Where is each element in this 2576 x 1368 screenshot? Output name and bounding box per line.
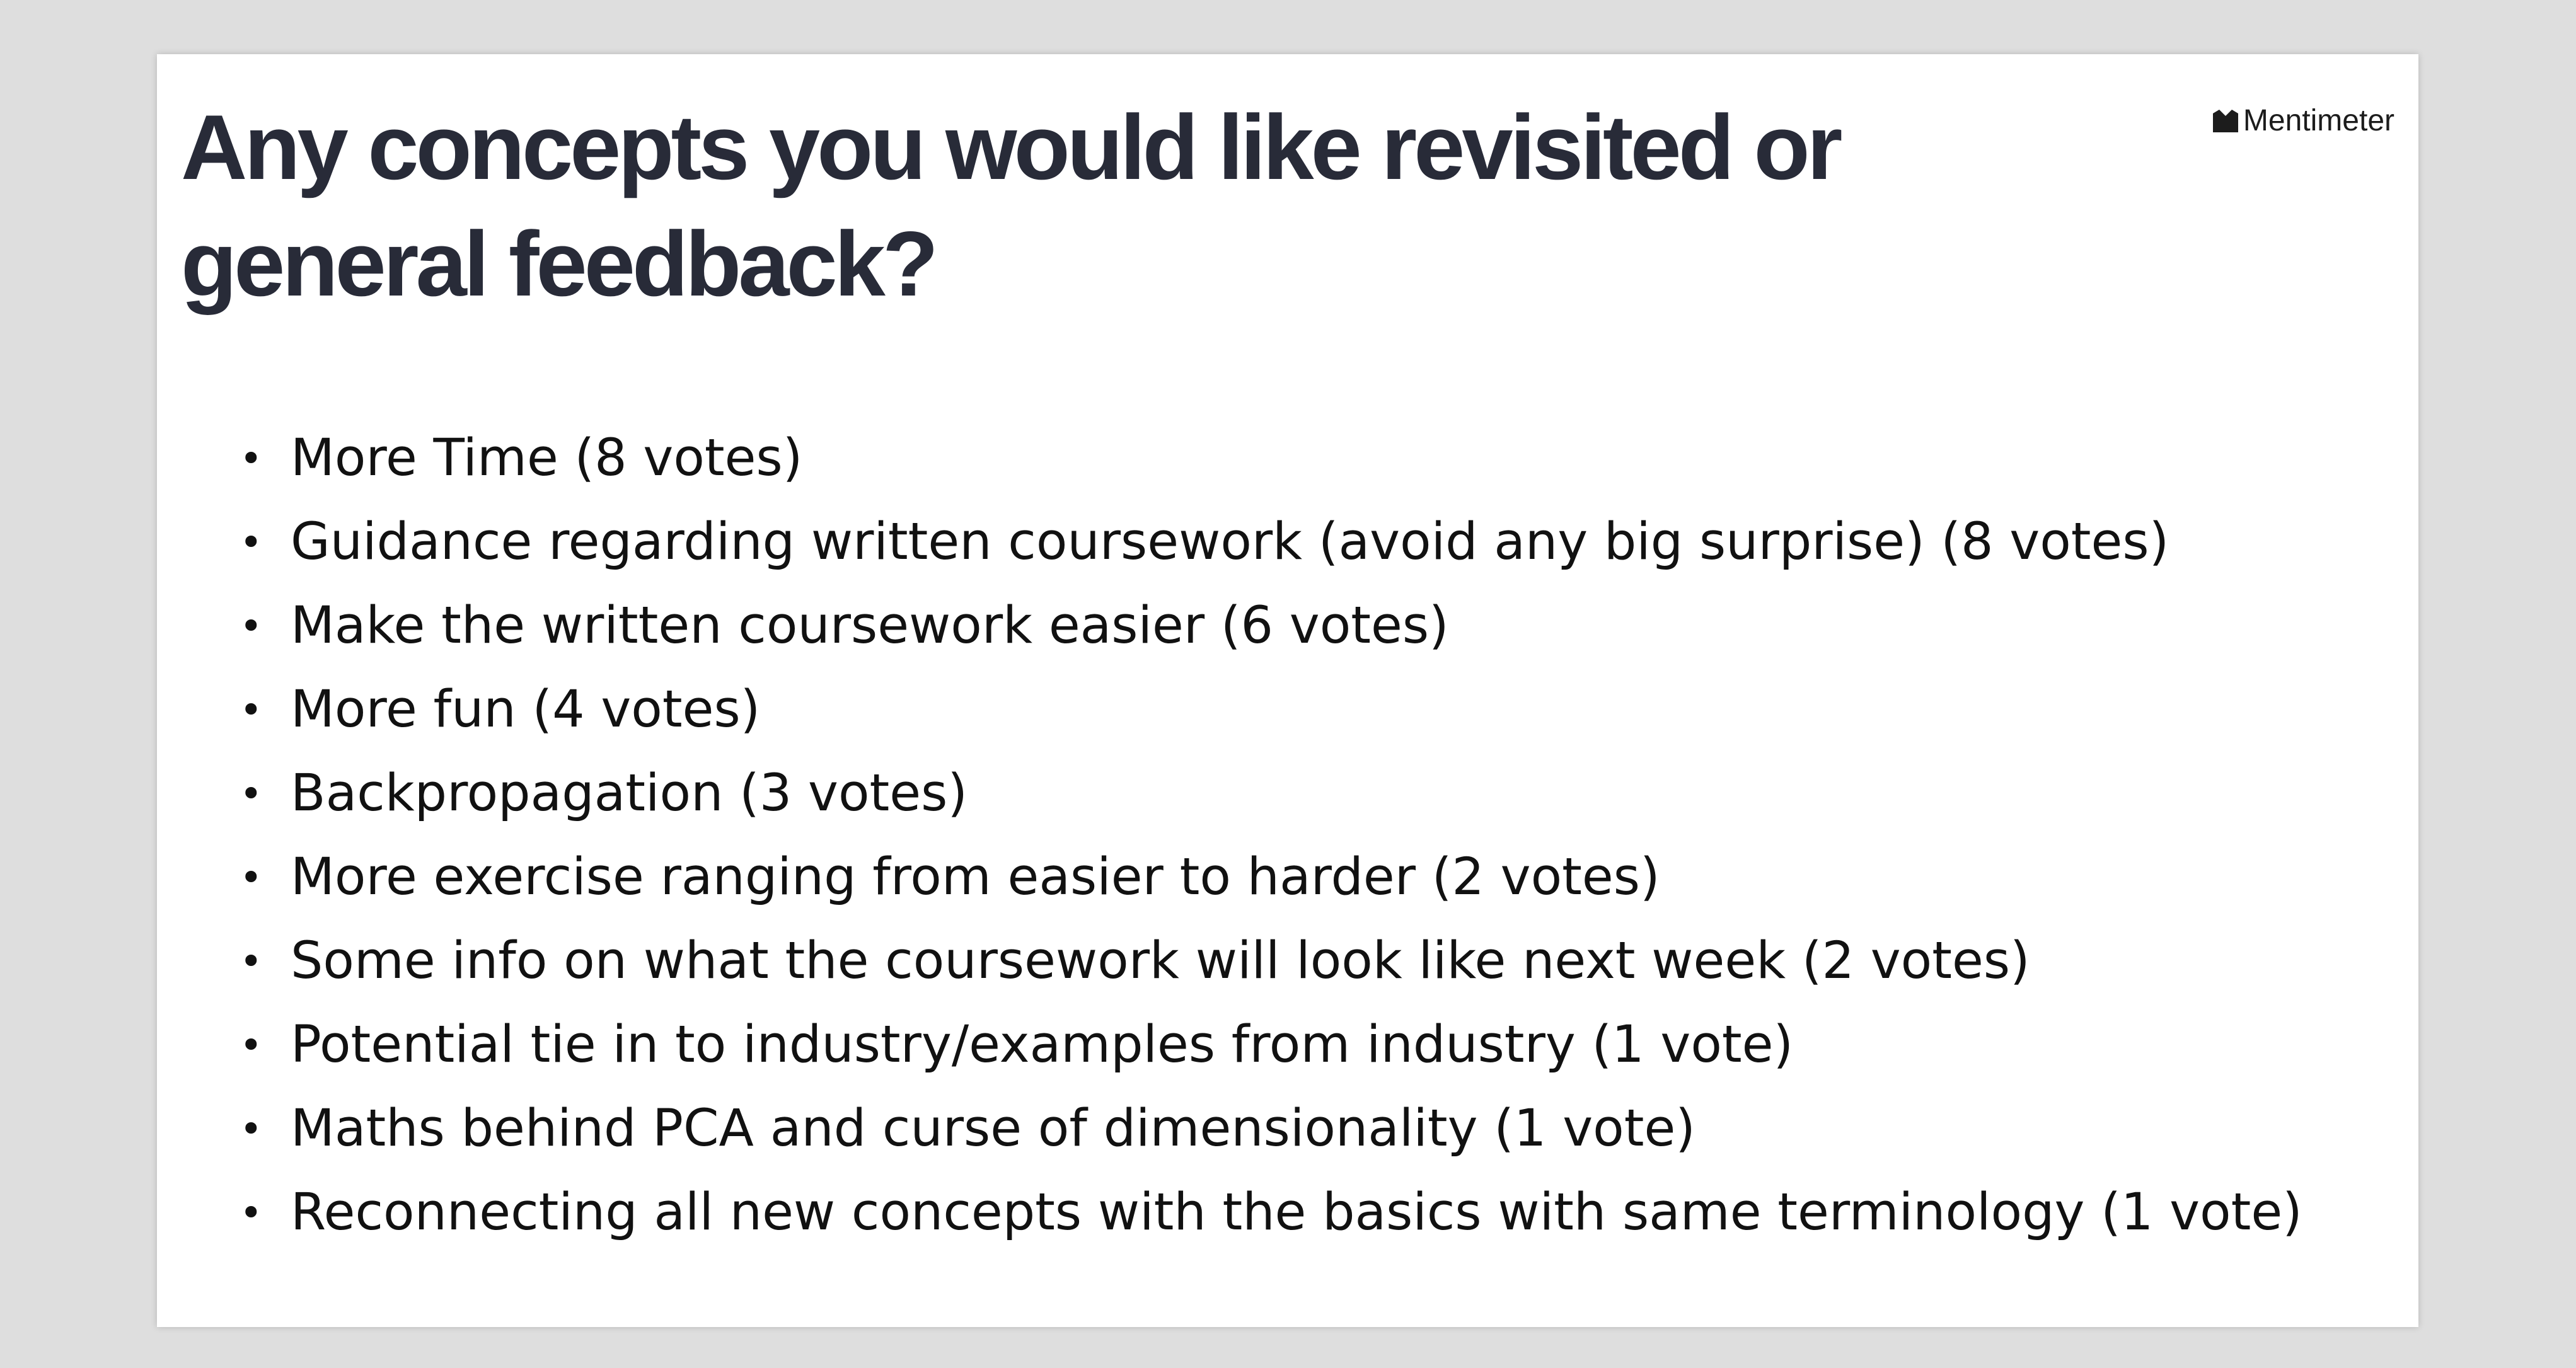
list-item-text: Backpropagation (3 votes): [291, 764, 967, 823]
bullet: •: [240, 435, 263, 481]
list-item: • Maths behind PCA and curse of dimensio…: [157, 1087, 2302, 1171]
feedback-list: • More Time (8 votes) • Guidance regardi…: [157, 417, 2302, 1255]
list-item-text: More fun (4 votes): [291, 680, 761, 739]
bullet: •: [240, 771, 263, 817]
bullet: •: [240, 1106, 263, 1152]
brand-name: Mentimeter: [2243, 104, 2394, 137]
list-item: • More Time (8 votes): [157, 417, 2302, 500]
bullet: •: [240, 687, 263, 733]
list-item-text: More Time (8 votes): [291, 428, 803, 488]
list-item-text: Maths behind PCA and curse of dimensiona…: [291, 1099, 1695, 1158]
list-item: • Potential tie in to industry/examples …: [157, 1003, 2302, 1087]
bullet: •: [240, 938, 263, 984]
list-item-text: Guidance regarding written coursework (a…: [291, 512, 2169, 572]
mentimeter-logo-icon: [2212, 109, 2238, 132]
list-item: • Backpropagation (3 votes): [157, 752, 2302, 836]
list-item: • More fun (4 votes): [157, 668, 2302, 752]
slide-title: Any concepts you would like revisited or…: [181, 96, 1842, 315]
list-item-text: Reconnecting all new concepts with the b…: [291, 1183, 2302, 1242]
list-item: • Guidance regarding written coursework …: [157, 500, 2302, 584]
list-item-text: More exercise ranging from easier to har…: [291, 848, 1660, 907]
mentimeter-logo: Mentimeter: [2212, 103, 2394, 138]
list-item: • Some info on what the coursework will …: [157, 919, 2302, 1003]
list-item: • Reconnecting all new concepts with the…: [157, 1171, 2302, 1255]
list-item: • More exercise ranging from easier to h…: [157, 836, 2302, 919]
bullet: •: [240, 854, 263, 900]
list-item-text: Make the written coursework easier (6 vo…: [291, 596, 1449, 655]
slide: Any concepts you would like revisited or…: [157, 54, 2418, 1327]
bullet: •: [240, 1190, 263, 1236]
bullet: •: [240, 519, 263, 565]
list-item: • Make the written coursework easier (6 …: [157, 584, 2302, 668]
bullet: •: [240, 603, 263, 649]
list-item-text: Potential tie in to industry/examples fr…: [291, 1015, 1794, 1074]
bullet: •: [240, 1022, 263, 1068]
list-item-text: Some info on what the coursework will lo…: [291, 931, 2030, 991]
